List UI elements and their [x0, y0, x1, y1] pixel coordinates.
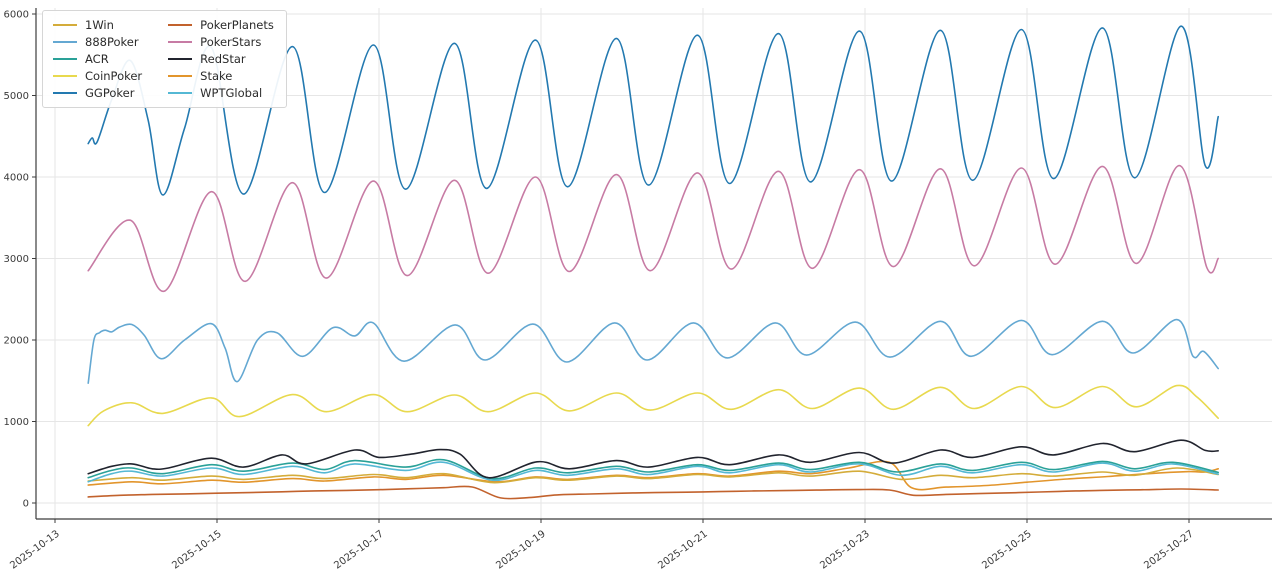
legend-swatch-pokerstars-icon — [168, 41, 193, 43]
y-tick-label: 6000 — [4, 10, 29, 21]
legend-label: Stake — [200, 69, 233, 83]
legend-item-redstar: RedStar — [168, 52, 274, 66]
x-tick-label: 2025-10-27 — [1142, 529, 1195, 572]
series-line-coinpoker — [87, 384, 1219, 427]
legend-swatch-1win-icon — [53, 24, 77, 26]
legend-swatch-coinpoker-icon — [53, 75, 77, 77]
y-tick-label: 2000 — [4, 336, 29, 347]
legend-item-acr: ACR — [53, 52, 142, 66]
y-tick-label: 3000 — [4, 254, 29, 265]
legend-item-wptglobal: WPTGlobal — [168, 86, 274, 100]
x-tick-label: 2025-10-15 — [170, 529, 223, 572]
series-line-888poker — [87, 318, 1219, 384]
legend-label: PokerStars — [200, 35, 262, 49]
legend-label: GGPoker — [85, 86, 135, 100]
legend-swatch-ggpoker-icon — [53, 92, 77, 94]
series-line-pokerstars — [87, 164, 1219, 292]
legend-swatch-acr-icon — [53, 58, 77, 60]
legend-item-pokerstars: PokerStars — [168, 35, 274, 49]
legend-swatch-wptglobal-icon — [168, 92, 193, 94]
series-line-1win — [87, 467, 1219, 484]
legend-item-1win: 1Win — [53, 18, 142, 32]
legend-label: 1Win — [85, 18, 114, 32]
legend-swatch-pokerplanets-icon — [168, 24, 193, 26]
y-tick-label: 5000 — [4, 91, 29, 102]
series-line-wptglobal — [87, 461, 1219, 483]
legend-swatch-redstar-icon — [168, 58, 193, 60]
series-line-pokerplanets — [87, 485, 1219, 500]
x-tick-label: 2025-10-17 — [332, 529, 385, 572]
legend-item-coinpoker: CoinPoker — [53, 69, 142, 83]
legend-label: WPTGlobal — [200, 86, 263, 100]
legend-swatch-stake-icon — [168, 75, 193, 77]
series-line-acr — [87, 458, 1219, 480]
legend-item-ggpoker: GGPoker — [53, 86, 142, 100]
legend-swatch-888poker-icon — [53, 41, 77, 43]
chart-legend: 1Win 888Poker ACR CoinPoker GGPoker PokerPlan… — [42, 10, 287, 108]
x-tick-label: 2025-10-23 — [818, 529, 871, 572]
legend-label: 888Poker — [85, 35, 139, 49]
x-tick-label: 2025-10-21 — [656, 529, 709, 572]
legend-label: ACR — [85, 52, 109, 66]
legend-label: PokerPlanets — [200, 18, 274, 32]
legend-item-888poker: 888Poker — [53, 35, 142, 49]
y-tick-label: 4000 — [4, 173, 29, 184]
y-tick-label: 1000 — [4, 417, 29, 428]
x-tick-label: 2025-10-19 — [494, 529, 547, 572]
legend-label: CoinPoker — [85, 69, 143, 83]
y-tick-label: 0 — [23, 499, 29, 510]
x-tick-label: 2025-10-13 — [8, 529, 61, 572]
legend-item-stake: Stake — [168, 69, 274, 83]
series-line-redstar — [87, 439, 1219, 479]
legend-label: RedStar — [200, 52, 246, 66]
x-tick-label: 2025-10-25 — [980, 529, 1033, 572]
legend-item-pokerplanets: PokerPlanets — [168, 18, 274, 32]
series-lines — [87, 25, 1219, 500]
